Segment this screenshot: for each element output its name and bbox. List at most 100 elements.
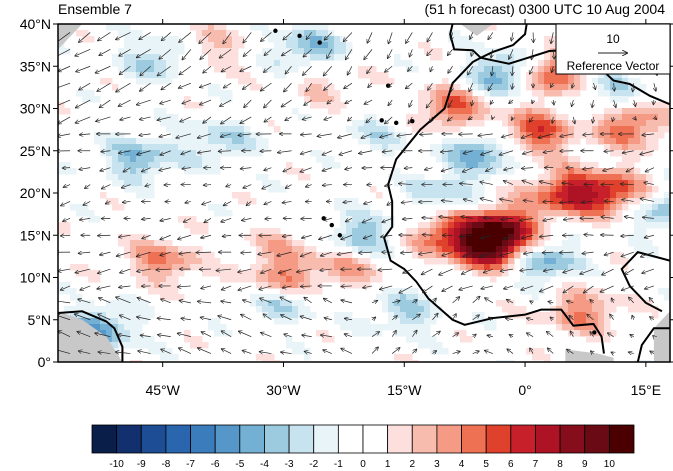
field-cell [388,312,395,319]
field-cell [598,330,605,337]
wind-arrow-icon [242,82,252,89]
field-cell [520,306,527,313]
field-cell [298,276,305,283]
wind-arrow-icon [101,184,111,189]
field-cell [376,246,383,253]
field-cell [466,96,473,103]
field-cell [388,150,395,157]
field-cell [448,186,455,193]
field-cell [142,54,149,61]
field-cell [466,180,473,187]
field-cell [646,126,653,133]
field-cell [526,144,533,151]
field-cell [376,228,383,235]
field-cell [544,174,551,181]
field-cell [394,306,401,313]
field-cell [244,234,251,241]
wind-arrow-icon [387,201,393,205]
field-cell [106,198,113,205]
field-cell [478,66,485,73]
field-cell [202,132,209,139]
field-cell [394,138,401,145]
field-cell [118,48,125,55]
field-cell [556,204,563,211]
field-cell [334,54,341,61]
field-cell [412,336,419,343]
field-cell [454,186,461,193]
field-cell [100,324,107,331]
field-cell [646,144,653,151]
field-cell [550,138,557,145]
field-cell [208,204,215,211]
field-cell [532,276,539,283]
field-cell [238,138,245,145]
field-cell [142,60,149,67]
field-cell [544,60,551,67]
field-cell [148,336,155,343]
field-cell [160,294,167,301]
field-cell [532,138,539,145]
wind-arrow-icon [483,268,493,273]
field-cell [448,138,455,145]
field-cell [514,282,521,289]
field-cell [460,240,467,247]
field-cell [610,330,617,337]
field-cell [274,360,281,362]
field-cell [292,252,299,259]
field-cell [112,204,119,211]
field-cell [124,240,131,247]
field-cell [202,228,209,235]
wind-arrow-icon [157,65,171,76]
field-cell [280,252,287,259]
field-cell [310,246,317,253]
wind-arrow-icon [300,251,312,256]
wind-arrow-icon [225,185,232,187]
field-cell [232,36,239,43]
wind-arrow-icon [347,66,353,75]
field-cell [640,360,647,362]
field-cell [550,108,557,115]
field-cell [544,258,551,265]
field-cell [574,192,581,199]
wind-arrow-icon [200,49,212,59]
field-cell [166,36,173,43]
field-cell [214,48,221,55]
wind-arrow-icon [300,316,312,321]
field-cell [484,210,491,217]
wind-arrow-icon [301,234,312,238]
field-cell [640,174,647,181]
field-cell [658,126,665,133]
island [337,233,343,238]
wind-arrow-icon [427,49,433,56]
wind-arrow-icon [118,99,131,107]
field-cell [358,240,365,247]
field-cell [532,66,539,73]
field-cell [166,42,173,49]
wind-arrow-icon [438,217,453,219]
wind-arrow-icon [322,350,332,354]
wind-arrow-icon [452,333,459,337]
field-cell [538,162,545,169]
field-cell [208,48,215,55]
field-cell [286,258,293,265]
field-cell [352,276,359,283]
field-cell [622,198,629,205]
field-cell [214,132,221,139]
field-cell [622,138,629,145]
field-cell [286,42,293,49]
field-cell [496,84,503,91]
field-cell [274,30,281,37]
field-cell [454,150,461,157]
field-cell [370,138,377,145]
wind-arrow-icon [62,218,71,221]
field-cell [190,132,197,139]
field-cell [196,150,203,157]
wind-arrow-icon [458,134,473,135]
wind-arrow-icon [499,199,514,202]
field-cell [298,300,305,307]
field-cell [376,216,383,223]
field-cell [664,192,670,199]
field-cell [262,270,269,277]
field-cell [118,162,125,169]
field-cell [478,180,485,187]
